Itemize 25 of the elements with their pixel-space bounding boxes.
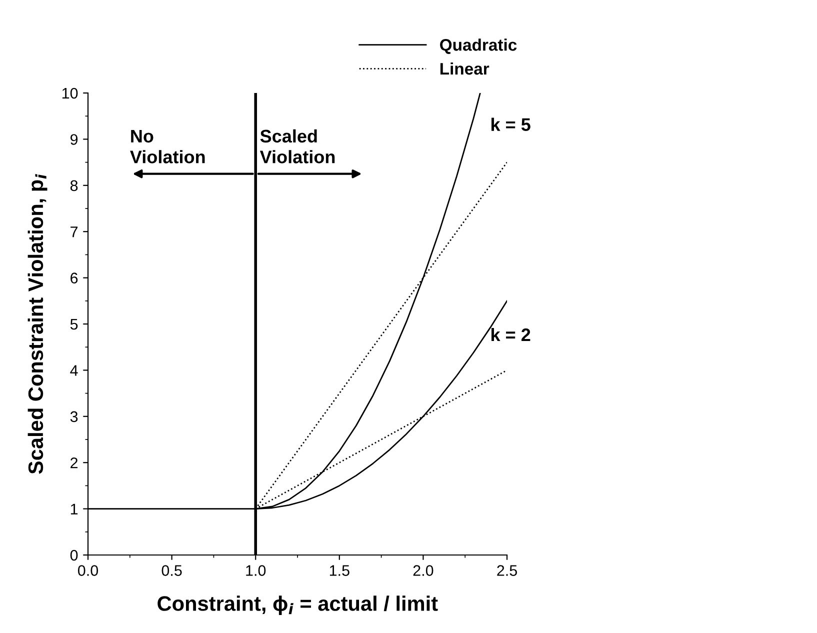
y-tick-label: 8 — [70, 180, 78, 192]
annotation: k = 5 — [492, 118, 530, 132]
annotation: k = 2 — [492, 328, 530, 342]
x-axis-title: Constraint, ϕ$_{i}$ = actual / limit — [158, 596, 438, 616]
legend-label: Quadratic — [440, 38, 517, 54]
y-tick-label: 9 — [70, 134, 78, 145]
annotation: Scaled Violation — [260, 129, 335, 164]
x-tick-label: 2.5 — [497, 565, 517, 576]
x-tick-label: 2.0 — [413, 565, 434, 576]
y-tick-label: 0 — [70, 550, 78, 561]
y-tick-label: 6 — [70, 272, 78, 284]
x-tick-label: 1.0 — [246, 565, 266, 576]
x-tick-label: 0.5 — [162, 565, 182, 576]
x-tick-label: 1.5 — [330, 565, 350, 576]
y-tick-label: 4 — [70, 365, 78, 376]
y-tick-label: 3 — [70, 411, 78, 422]
y-tick-label: 2 — [70, 457, 78, 468]
annotation: No Violation — [130, 130, 205, 164]
y-tick-label: 10 — [62, 88, 78, 99]
y-tick-label: 1 — [70, 504, 78, 514]
y-tick-label: 5 — [70, 319, 78, 330]
x-tick-label: 0.0 — [78, 565, 98, 576]
y-axis-title: Scaled Constraint Violation, p$_{i}$ — [28, 174, 48, 474]
legend-label: Linear — [440, 62, 490, 75]
y-tick-label: 7 — [70, 226, 78, 238]
